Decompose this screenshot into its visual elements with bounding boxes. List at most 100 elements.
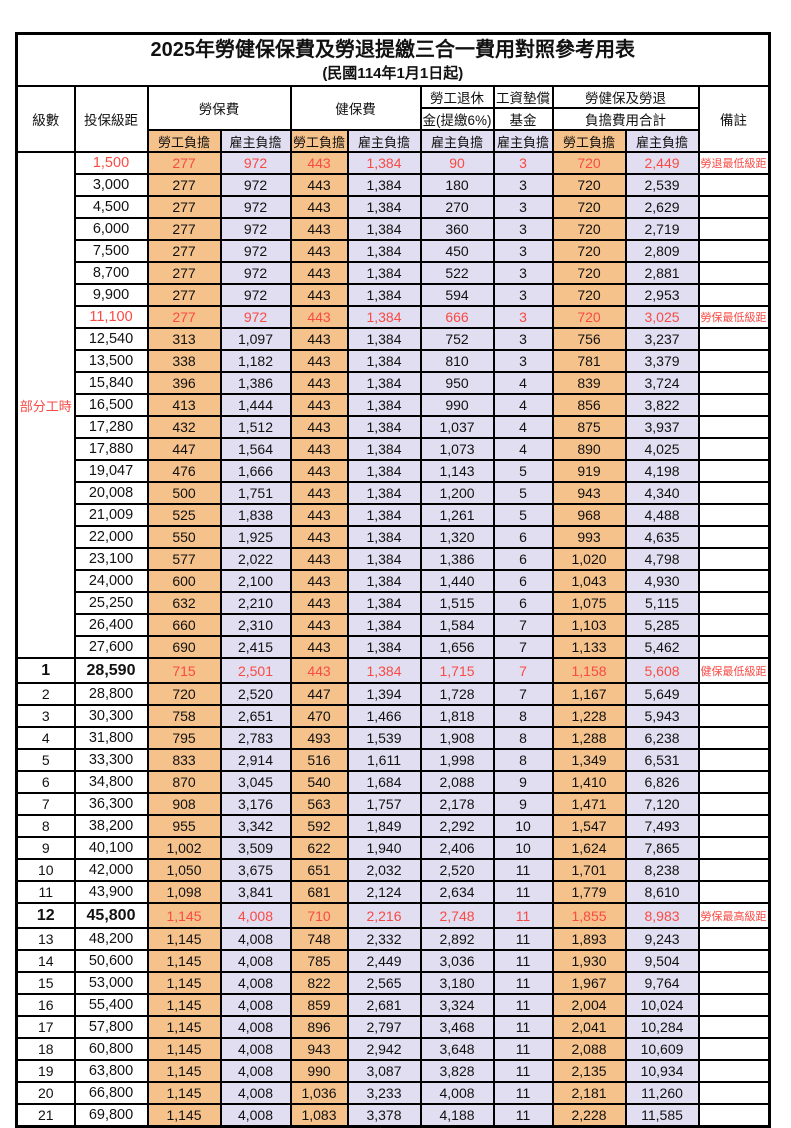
cell-wage-fund-employer: 3 [492, 305, 554, 329]
col-header-bracket: 投保級距 [73, 85, 149, 153]
cell-wage-fund-employer: 7 [492, 613, 554, 637]
cell-level: 16 [15, 993, 76, 1017]
cell-bracket: 8,700 [73, 261, 149, 285]
cell-labor-employee: 277 [146, 239, 222, 263]
cell-labor-employee: 577 [146, 547, 222, 571]
cell-pension-employer: 810 [419, 349, 495, 373]
cell-remark [697, 1037, 771, 1061]
cell-level: 13 [15, 927, 76, 951]
cell-total-employer: 4,930 [624, 569, 700, 593]
cell-wage-fund-employer: 11 [492, 902, 554, 929]
cell-total-employer: 10,284 [624, 1015, 700, 1039]
cell-labor-employee: 955 [146, 814, 222, 838]
cell-labor-employer: 2,415 [219, 635, 292, 659]
cell-bracket: 23,100 [73, 547, 149, 571]
cell-pension-employer: 752 [419, 327, 495, 351]
cell-pension-employer: 270 [419, 195, 495, 219]
cell-pension-employer: 2,406 [419, 836, 495, 860]
cell-labor-employer: 1,751 [219, 481, 292, 505]
cell-total-employee: 2,088 [551, 1037, 627, 1061]
cell-health-employer: 1,384 [346, 525, 422, 549]
table-row: 20 66,800 1,145 4,008 1,036 3,233 4,008 11 2,181… [15, 1081, 771, 1105]
table-row: 14 50,600 1,145 4,008 785 2,449 3,036 11 1,930 9,… [15, 949, 771, 973]
table-row: 25,250 632 2,210 443 1,384 1,515 6 1,075 5,115 [17, 591, 771, 615]
cell-bracket: 42,000 [73, 858, 149, 882]
cell-total-employee: 1,471 [551, 792, 627, 816]
cell-remark [697, 393, 771, 417]
cell-total-employer: 5,608 [624, 657, 700, 684]
cell-remark [697, 173, 771, 197]
cell-health-employee: 443 [289, 151, 349, 175]
cell-total-employer: 9,504 [624, 949, 700, 973]
cell-pension-employer: 90 [419, 151, 495, 175]
cell-health-employee: 563 [289, 792, 349, 816]
cell-remark [697, 239, 771, 263]
cell-health-employer: 2,032 [346, 858, 422, 882]
cell-wage-fund-employer: 11 [492, 1059, 554, 1083]
cell-total-employer: 11,260 [624, 1081, 700, 1105]
cell-level: 15 [15, 971, 76, 995]
table-row: 10 42,000 1,050 3,675 651 2,032 2,520 11 1,701 8,… [15, 858, 771, 882]
cell-total-employee: 2,135 [551, 1059, 627, 1083]
cell-total-employer: 7,493 [624, 814, 700, 838]
cell-remark [697, 1059, 771, 1083]
cell-pension-employer: 2,748 [419, 902, 495, 929]
cell-bracket: 55,400 [73, 993, 149, 1017]
cell-health-employee: 622 [289, 836, 349, 860]
cell-total-employer: 2,809 [624, 239, 700, 263]
cell-bracket: 9,900 [73, 283, 149, 307]
table-row: 8,700 277 972 443 1,384 522 3 720 2,881 [17, 261, 771, 285]
cell-labor-employer: 4,008 [219, 1081, 292, 1105]
cell-wage-fund-employer: 9 [492, 792, 554, 816]
cell-wage-fund-employer: 3 [492, 261, 554, 285]
cell-labor-employer: 2,100 [219, 569, 292, 593]
cell-labor-employer: 4,008 [219, 1059, 292, 1083]
cell-labor-employer: 1,838 [219, 503, 292, 527]
cell-health-employer: 1,384 [346, 635, 422, 659]
cell-health-employee: 443 [289, 173, 349, 197]
table-row: 12,540 313 1,097 443 1,384 752 3 756 3,237 [17, 327, 771, 351]
cell-health-employee: 443 [289, 437, 349, 461]
cell-total-employee: 720 [551, 305, 627, 329]
cell-bracket: 60,800 [73, 1037, 149, 1061]
cell-remark [697, 415, 771, 439]
cell-wage-fund-employer: 3 [492, 327, 554, 351]
table-row: 21 69,800 1,145 4,008 1,083 3,378 4,188 11 2,228… [15, 1103, 771, 1128]
cell-health-employee: 443 [289, 481, 349, 505]
cell-remark [697, 770, 771, 794]
cell-total-employee: 720 [551, 173, 627, 197]
cell-labor-employer: 2,914 [219, 748, 292, 772]
cell-labor-employee: 277 [146, 217, 222, 241]
table-row: 3 30,300 758 2,651 470 1,466 1,818 8 1,228 5,943 [15, 704, 771, 728]
cell-total-employee: 1,075 [551, 591, 627, 615]
cell-health-employee: 1,083 [289, 1103, 349, 1128]
cell-remark [697, 814, 771, 838]
cell-bracket: 66,800 [73, 1081, 149, 1105]
cell-remark [697, 858, 771, 882]
cell-labor-employee: 715 [146, 657, 222, 684]
table-row: 26,400 660 2,310 443 1,384 1,584 7 1,103 5,285 [17, 613, 771, 637]
cell-health-employee: 896 [289, 1015, 349, 1039]
cell-bracket: 6,000 [73, 217, 149, 241]
cell-total-employee: 1,020 [551, 547, 627, 571]
cell-wage-fund-employer: 11 [492, 1081, 554, 1105]
cell-remark [697, 569, 771, 593]
cell-pension-employer: 1,584 [419, 613, 495, 637]
cell-labor-employer: 3,509 [219, 836, 292, 860]
cell-labor-employee: 690 [146, 635, 222, 659]
cell-total-employee: 1,133 [551, 635, 627, 659]
cell-wage-fund-employer: 9 [492, 770, 554, 794]
cell-wage-fund-employer: 11 [492, 1015, 554, 1039]
cell-labor-employer: 2,210 [219, 591, 292, 615]
cell-wage-fund-employer: 6 [492, 569, 554, 593]
cell-total-employer: 2,953 [624, 283, 700, 307]
cell-total-employee: 943 [551, 481, 627, 505]
cell-health-employee: 943 [289, 1037, 349, 1061]
cell-wage-fund-employer: 10 [492, 836, 554, 860]
cell-total-employer: 4,488 [624, 503, 700, 527]
cell-labor-employee: 1,145 [146, 993, 222, 1017]
cell-wage-fund-employer: 11 [492, 1103, 554, 1128]
cell-labor-employee: 277 [146, 173, 222, 197]
cell-pension-employer: 594 [419, 283, 495, 307]
cell-level: 7 [15, 792, 76, 816]
